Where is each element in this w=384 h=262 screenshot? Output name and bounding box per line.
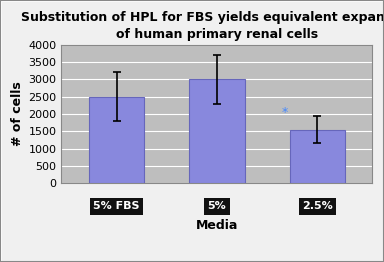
Bar	[290, 130, 345, 183]
Text: 5%: 5%	[208, 201, 226, 211]
Text: 5% FBS: 5% FBS	[93, 201, 140, 211]
Bar	[89, 97, 144, 183]
Bar	[189, 79, 245, 183]
Text: *: *	[282, 106, 288, 119]
Text: 2.5%: 2.5%	[302, 201, 333, 211]
Y-axis label: # of cells: # of cells	[11, 81, 24, 146]
Title: Substitution of HPL for FBS yields equivalent expansion
of human primary renal c: Substitution of HPL for FBS yields equiv…	[21, 11, 384, 41]
X-axis label: Media: Media	[196, 219, 238, 232]
